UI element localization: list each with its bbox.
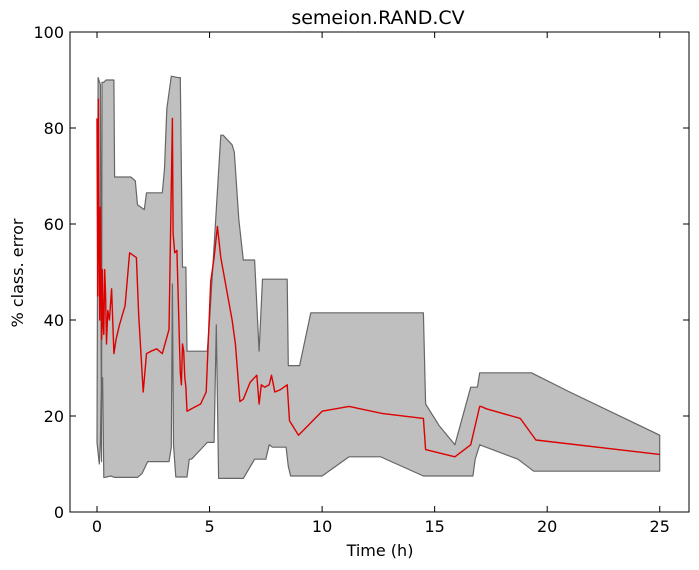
y-tick-label: 0 bbox=[54, 503, 64, 522]
mean-error-line bbox=[96, 98, 660, 458]
x-tick-label: 5 bbox=[204, 517, 214, 536]
x-tick-label: 20 bbox=[537, 517, 557, 536]
plot-frame bbox=[69, 31, 690, 513]
x-tick-label: 15 bbox=[424, 517, 444, 536]
mean-line-path bbox=[96, 98, 660, 458]
y-tick-label: 40 bbox=[44, 311, 64, 330]
x-tick-label: 10 bbox=[312, 517, 332, 536]
x-tick-label: 25 bbox=[650, 517, 670, 536]
error-band bbox=[96, 75, 661, 479]
y-tick-label: 100 bbox=[33, 23, 64, 42]
chart-title: semeion.RAND.CV bbox=[291, 7, 464, 29]
error-band-area bbox=[96, 75, 661, 479]
y-tick-label: 80 bbox=[44, 119, 64, 138]
y-tick-label: 60 bbox=[44, 215, 64, 234]
y-tick-label: 20 bbox=[44, 407, 64, 426]
x-axis-label: Time (h) bbox=[346, 541, 414, 560]
y-axis-ticks: 0 20 40 60 80 100 bbox=[33, 23, 689, 522]
x-tick-label: 0 bbox=[92, 517, 102, 536]
x-axis-ticks: 0 5 10 15 20 25 bbox=[92, 32, 670, 536]
y-axis-label: % class. error bbox=[8, 218, 27, 327]
